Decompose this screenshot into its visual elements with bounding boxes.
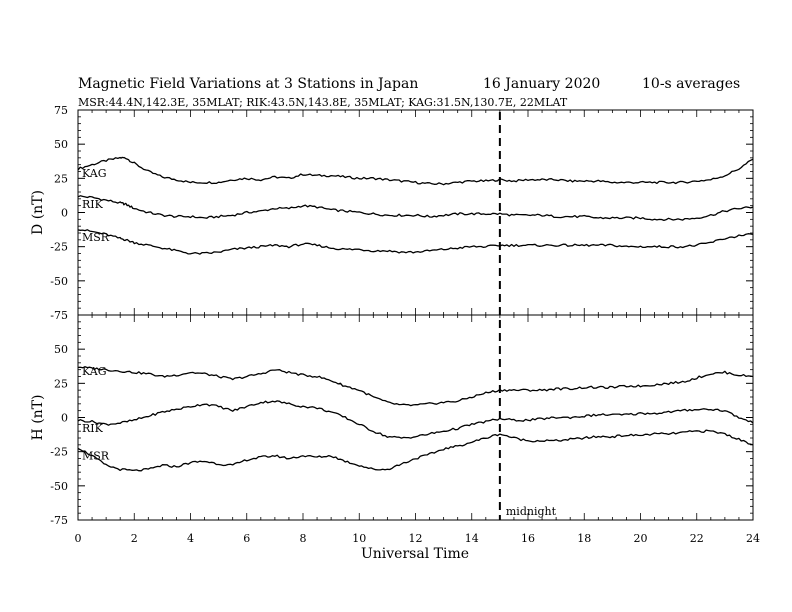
y-tick-label: -25 [50, 446, 68, 459]
x-tick-label: 12 [409, 532, 423, 545]
series-line-rik [77, 195, 754, 222]
x-axis: 0 2 4 6 8 10 12 14 16 18 20 22 24 [75, 532, 761, 545]
panel-h: 50 25 0 -25 -50 -75 H (nT) KAG RIK MSR [30, 314, 754, 527]
series-line-rik [77, 400, 754, 439]
y-tick-label: -75 [50, 514, 68, 527]
panel-d: 75 50 25 0 -25 -50 -75 D (nT) KAG RIK MSR [30, 104, 754, 322]
series-label-kag: KAG [82, 167, 107, 180]
y-axis-label: D (nT) [30, 190, 46, 235]
series-label-rik: RIK [82, 198, 104, 211]
series-line-msr [77, 229, 754, 255]
x-tick-label: 4 [187, 532, 194, 545]
series-line-kag [77, 156, 754, 186]
panel-frame [77, 109, 754, 316]
y-tick-label: -25 [50, 241, 68, 254]
x-tick-label: 22 [690, 532, 704, 545]
series-label-msr: MSR [82, 231, 110, 244]
y-axis-label: H (nT) [30, 395, 46, 441]
x-axis-label: Universal Time [361, 546, 469, 562]
midnight-label: midnight [506, 505, 557, 518]
series-line-kag [77, 366, 754, 407]
x-tick-label: 16 [521, 532, 535, 545]
series-line-msr [77, 429, 754, 472]
x-tick-label: 2 [131, 532, 138, 545]
y-tick-label: 50 [54, 138, 68, 151]
y-tick-label: 25 [54, 377, 68, 390]
y-tick-label: -50 [50, 480, 68, 493]
y-tick-label: -50 [50, 275, 68, 288]
chart-averaging: 10-s averages [642, 76, 740, 92]
x-tick-label: 24 [746, 532, 760, 545]
x-tick-label: 8 [300, 532, 307, 545]
series-label-rik: RIK [82, 422, 104, 435]
x-tick-label: 20 [634, 532, 648, 545]
chart-date: 16 January 2020 [483, 76, 600, 92]
y-tick-label: 75 [54, 104, 68, 117]
y-tick-label: 0 [61, 207, 68, 220]
y-tick-label: 50 [54, 343, 68, 356]
chart-title: Magnetic Field Variations at 3 Stations … [78, 76, 418, 92]
panel-frame [77, 314, 754, 521]
y-tick-label: 25 [54, 172, 68, 185]
x-tick-label: 18 [577, 532, 591, 545]
chart-subtitle: MSR:44.4N,142.3E, 35MLAT; RIK:43.5N,143.… [78, 96, 568, 109]
y-tick-label: 0 [61, 412, 68, 425]
x-tick-label: 14 [465, 532, 479, 545]
series-label-kag: KAG [82, 365, 107, 378]
x-tick-label: 10 [352, 532, 366, 545]
x-tick-label: 6 [243, 532, 250, 545]
series-label-msr: MSR [82, 450, 110, 463]
y-tick-label: -75 [50, 309, 68, 322]
x-tick-label: 0 [75, 532, 82, 545]
